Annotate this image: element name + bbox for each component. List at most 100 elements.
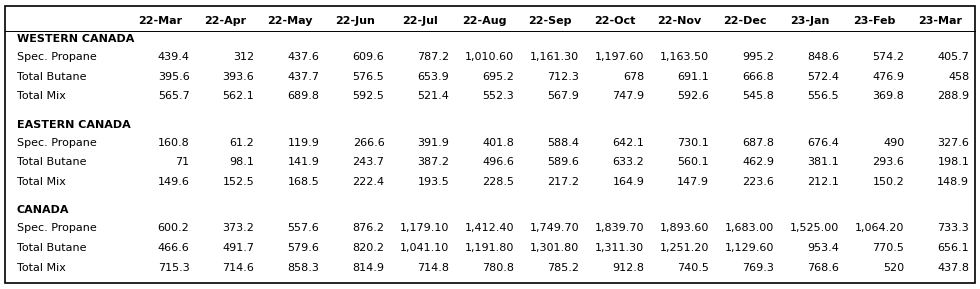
Text: 1,129.60: 1,129.60 [725,243,774,253]
Text: 579.6: 579.6 [287,243,319,253]
Text: 691.1: 691.1 [677,72,710,81]
Text: 149.6: 149.6 [158,177,189,187]
Text: 656.1: 656.1 [938,243,969,253]
Text: 491.7: 491.7 [222,243,255,253]
Text: 437.8: 437.8 [937,263,969,273]
Text: 293.6: 293.6 [872,157,905,167]
Text: 405.7: 405.7 [937,52,969,62]
Text: 61.2: 61.2 [229,138,255,147]
Text: 222.4: 222.4 [352,177,384,187]
Text: 557.6: 557.6 [288,223,319,233]
Text: 437.6: 437.6 [287,52,319,62]
Text: 490: 490 [883,138,905,147]
Text: 1,412.40: 1,412.40 [465,223,514,233]
Text: 22-Aug: 22-Aug [463,16,507,26]
Text: 567.9: 567.9 [548,91,579,101]
Text: 520: 520 [883,263,905,273]
Text: 168.5: 168.5 [288,177,319,187]
Text: 243.7: 243.7 [353,157,384,167]
Text: 572.4: 572.4 [808,72,839,81]
Text: 714.8: 714.8 [417,263,450,273]
Text: 1,251.20: 1,251.20 [660,243,710,253]
Text: 780.8: 780.8 [482,263,514,273]
Text: 1,301.80: 1,301.80 [530,243,579,253]
Text: 152.5: 152.5 [222,177,255,187]
Text: 848.6: 848.6 [808,52,839,62]
Text: 439.4: 439.4 [158,52,189,62]
Text: 730.1: 730.1 [677,138,710,147]
Text: 609.6: 609.6 [353,52,384,62]
Text: 22-Nov: 22-Nov [658,16,702,26]
Text: 814.9: 814.9 [353,263,384,273]
Text: 22-Dec: 22-Dec [723,16,766,26]
Text: 953.4: 953.4 [808,243,839,253]
Text: 98.1: 98.1 [229,157,255,167]
Text: 373.2: 373.2 [222,223,255,233]
Text: WESTERN CANADA: WESTERN CANADA [17,34,134,44]
Text: 769.3: 769.3 [743,263,774,273]
Text: 391.9: 391.9 [417,138,450,147]
Text: 401.8: 401.8 [482,138,514,147]
Text: 496.6: 496.6 [482,157,514,167]
Text: 228.5: 228.5 [482,177,514,187]
Text: Total Mix: Total Mix [17,91,66,101]
Text: 787.2: 787.2 [417,52,450,62]
Text: 858.3: 858.3 [287,263,319,273]
Text: 223.6: 223.6 [743,177,774,187]
Text: 995.2: 995.2 [742,52,774,62]
Text: 150.2: 150.2 [872,177,905,187]
Text: 22-Oct: 22-Oct [594,16,635,26]
Text: 562.1: 562.1 [222,91,255,101]
Text: 715.3: 715.3 [158,263,189,273]
Text: 381.1: 381.1 [808,157,839,167]
Text: 164.9: 164.9 [612,177,644,187]
Text: 312: 312 [233,52,255,62]
Text: 1,749.70: 1,749.70 [530,223,579,233]
Text: 119.9: 119.9 [287,138,319,147]
Text: 678: 678 [623,72,644,81]
Text: 785.2: 785.2 [548,263,579,273]
Text: 212.1: 212.1 [808,177,839,187]
Text: 22-Sep: 22-Sep [528,16,571,26]
Text: EASTERN CANADA: EASTERN CANADA [17,120,130,130]
Text: CANADA: CANADA [17,205,70,216]
Text: 23-Feb: 23-Feb [854,16,896,26]
Text: 458: 458 [948,72,969,81]
Text: 600.2: 600.2 [158,223,189,233]
Text: 1,041.10: 1,041.10 [400,243,450,253]
Text: 148.9: 148.9 [937,177,969,187]
Text: 633.2: 633.2 [612,157,644,167]
Text: 687.8: 687.8 [742,138,774,147]
Text: 1,064.20: 1,064.20 [855,223,905,233]
Text: 1,893.60: 1,893.60 [660,223,710,233]
Text: 740.5: 740.5 [677,263,710,273]
Text: 1,179.10: 1,179.10 [400,223,450,233]
Text: 712.3: 712.3 [548,72,579,81]
Text: 1,525.00: 1,525.00 [790,223,839,233]
Text: Total Butane: Total Butane [17,243,86,253]
Text: 437.7: 437.7 [287,72,319,81]
Text: 22-Apr: 22-Apr [204,16,246,26]
Text: Total Butane: Total Butane [17,157,86,167]
Text: 666.8: 666.8 [743,72,774,81]
Text: 588.4: 588.4 [548,138,579,147]
Text: 23-Mar: 23-Mar [917,16,961,26]
Text: 576.5: 576.5 [353,72,384,81]
Text: 393.6: 393.6 [222,72,255,81]
Text: 912.8: 912.8 [612,263,644,273]
Text: 1,311.30: 1,311.30 [595,243,644,253]
Text: 592.5: 592.5 [353,91,384,101]
Text: 521.4: 521.4 [417,91,450,101]
Text: 1,161.30: 1,161.30 [530,52,579,62]
Text: 876.2: 876.2 [353,223,384,233]
Text: 592.6: 592.6 [677,91,710,101]
Text: 695.2: 695.2 [482,72,514,81]
Text: 147.9: 147.9 [677,177,710,187]
Text: 1,197.60: 1,197.60 [595,52,644,62]
Text: Total Mix: Total Mix [17,263,66,273]
Text: 560.1: 560.1 [677,157,710,167]
Text: 327.6: 327.6 [937,138,969,147]
Text: 193.5: 193.5 [417,177,450,187]
Text: 552.3: 552.3 [482,91,514,101]
Text: 198.1: 198.1 [937,157,969,167]
